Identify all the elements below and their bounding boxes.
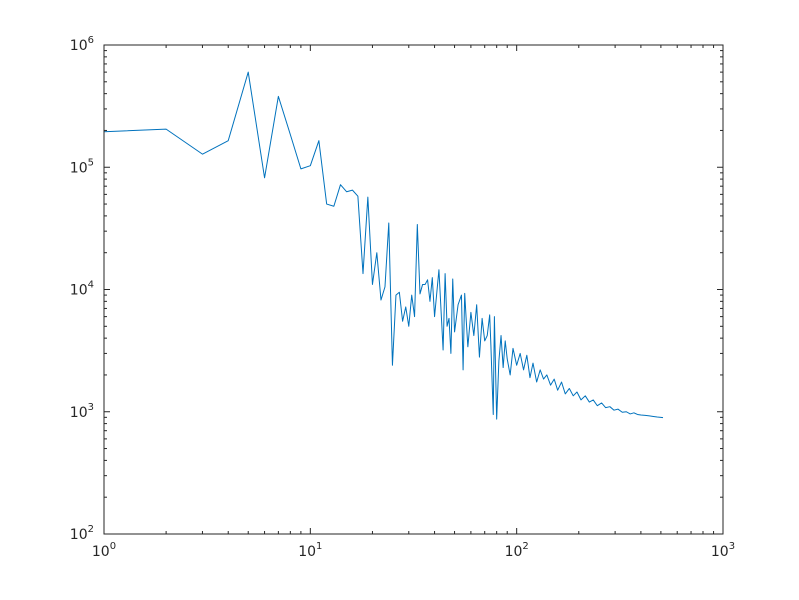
x-tick-label: 103 — [711, 541, 735, 560]
series-line-1 — [103, 71, 664, 420]
plot-area — [104, 45, 723, 534]
y-tick-label: 104 — [70, 280, 94, 299]
labels-layer: 100 101 102 103 102 103 104 105 106 — [70, 35, 735, 560]
x-tick-label: 101 — [298, 541, 322, 560]
x-tick-label: 102 — [505, 541, 529, 560]
y-tick-label: 102 — [70, 524, 94, 543]
x-tick-label: 100 — [92, 541, 116, 560]
data-layer — [103, 71, 664, 420]
y-tick-label: 105 — [70, 157, 94, 176]
axes-layer — [103, 44, 724, 535]
y-tick-label: 103 — [70, 402, 94, 421]
y-tick-label: 106 — [70, 35, 94, 54]
